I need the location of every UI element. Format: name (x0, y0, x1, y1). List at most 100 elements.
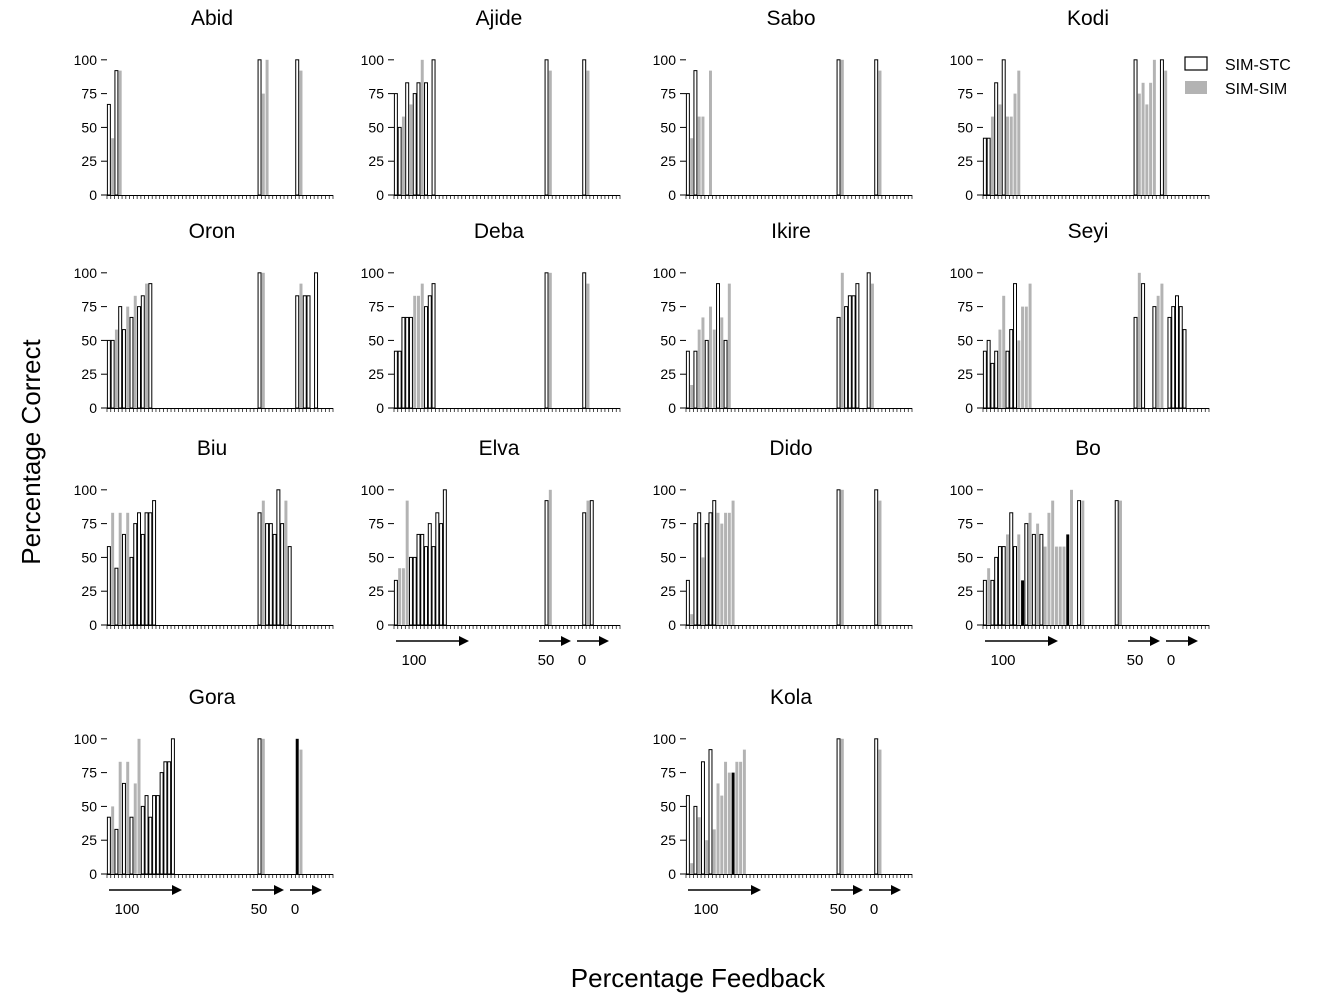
bar-sim-sim (727, 512, 731, 625)
bar-sim-sim (586, 283, 590, 408)
panel-title: Biu (197, 437, 227, 460)
y-tick-label: 100 (950, 265, 974, 281)
y-tick-label: 50 (660, 549, 676, 565)
bar-sim-stc (401, 316, 406, 409)
bar-sim-stc (704, 523, 709, 626)
phase-arrow-head (891, 885, 901, 895)
bar-sim-stc (140, 295, 145, 409)
y-tick-label: 100 (950, 482, 974, 498)
bar-sim-sim (118, 512, 122, 625)
bar-sim-sim (1024, 306, 1028, 408)
bar-sim-stc (1167, 316, 1172, 409)
bar-sim-sim (709, 306, 712, 408)
bar-sim-stc (836, 316, 841, 409)
bar-sim-sim (840, 272, 844, 408)
y-tick-label: 50 (81, 119, 97, 135)
phase-label: 100 (693, 901, 718, 918)
bar-sim-stc (114, 828, 119, 875)
bar-sim-stc (106, 816, 111, 875)
phase-arrow-head (274, 885, 284, 895)
bar-sim-sim (299, 283, 303, 408)
bar-sim-sim (840, 738, 844, 874)
panel-title: Bo (1075, 437, 1101, 460)
panel-deba: Deba 0 25 50 75 100 (361, 220, 621, 416)
bar-sim-stc (121, 329, 126, 409)
bar-sim-stc (1013, 283, 1017, 409)
phase-arrow-head (1188, 636, 1198, 646)
y-tick-label: 25 (660, 153, 676, 169)
bar-sim-sim (701, 116, 705, 195)
bar-sim-stc (435, 512, 440, 626)
bar-sim-sim (1054, 546, 1058, 625)
bar-sim-stc (431, 59, 436, 196)
bar-sim-stc (708, 749, 713, 875)
bar-sim-sim (1009, 116, 1013, 195)
phase-arrow-head (561, 636, 571, 646)
bar-sim-stc (1141, 283, 1146, 409)
bar-sim-sim (401, 568, 405, 625)
bar-sim-sim (998, 329, 1002, 408)
bar-sim-stc (129, 556, 134, 626)
bar-sim-stc (148, 512, 153, 626)
bar-sim-stc (114, 70, 119, 196)
y-tick-label: 25 (81, 832, 97, 848)
bar-sim-stc (1133, 316, 1138, 409)
bar-sim-stc (405, 316, 410, 409)
y-tick-label: 0 (965, 187, 973, 203)
bar-sim-sim (701, 317, 705, 408)
bar-sim-stc (257, 272, 262, 409)
phase-arrow-head (312, 885, 322, 895)
bar-sim-stc (982, 137, 987, 196)
bar-sim-stc (397, 350, 402, 409)
panel-dido: Dido 0 25 50 75 100 (653, 437, 913, 633)
bar-sim-stc (314, 272, 319, 409)
panel-title: Seyi (1068, 220, 1109, 243)
bar-sim-stc (110, 339, 115, 409)
bar-sim-sim (548, 489, 552, 625)
bar-sim-stc (544, 272, 549, 409)
y-tick-label: 100 (653, 731, 677, 747)
y-tick-label: 75 (957, 516, 973, 532)
bar-sim-stc (295, 295, 300, 409)
bar-sim-stc (276, 489, 281, 626)
bar-sim-stc (114, 567, 119, 626)
legend-label-sim-sim: SIM-SIM (1225, 81, 1287, 98)
bar-sim-stc (844, 306, 849, 409)
y-tick-label: 75 (957, 86, 973, 102)
bar-sim-sim (398, 568, 402, 625)
bar-sim-stc (420, 533, 425, 626)
bar-sim-stc (148, 283, 153, 409)
bar-sim-sim (1006, 116, 1009, 195)
bar-sim-sim (690, 385, 694, 408)
y-tick-label: 25 (660, 583, 676, 599)
bar-sim-stc (582, 512, 587, 626)
bar-sim-stc (997, 546, 1002, 626)
bar-sim-stc (442, 489, 447, 626)
bar-sim-sim (1043, 546, 1047, 625)
bar-sim-sim (133, 783, 137, 874)
bar-sim-sim (118, 761, 122, 874)
bar-sim-sim (742, 749, 746, 874)
bar-sim-sim (1119, 500, 1122, 625)
y-tick-label: 75 (660, 299, 676, 315)
bar-sim-sim (878, 500, 882, 625)
panel-title: Sabo (766, 7, 815, 30)
bar-sim-sim (261, 272, 265, 408)
bar-sim-stc (272, 533, 277, 626)
bar-sim-sim (716, 783, 720, 874)
bar-sim-sim (299, 70, 303, 195)
bar-sim-sim (705, 840, 709, 874)
bar-sim-stc (393, 579, 398, 626)
bar-sim-stc (265, 523, 270, 626)
bar-sim-stc (106, 546, 111, 626)
legend: SIM-STC SIM-SIM (1184, 56, 1291, 98)
bar-sim-stc (685, 795, 690, 875)
y-tick-label: 100 (653, 265, 677, 281)
bar-sim-stc (393, 350, 398, 409)
bar-sim-stc (723, 339, 728, 409)
bar-sim-stc (986, 137, 991, 196)
bar-sim-stc (1159, 59, 1164, 196)
bar-sim-sim (1156, 295, 1160, 408)
bar-sim-sim (1028, 512, 1032, 625)
y-tick-label: 75 (81, 516, 97, 532)
